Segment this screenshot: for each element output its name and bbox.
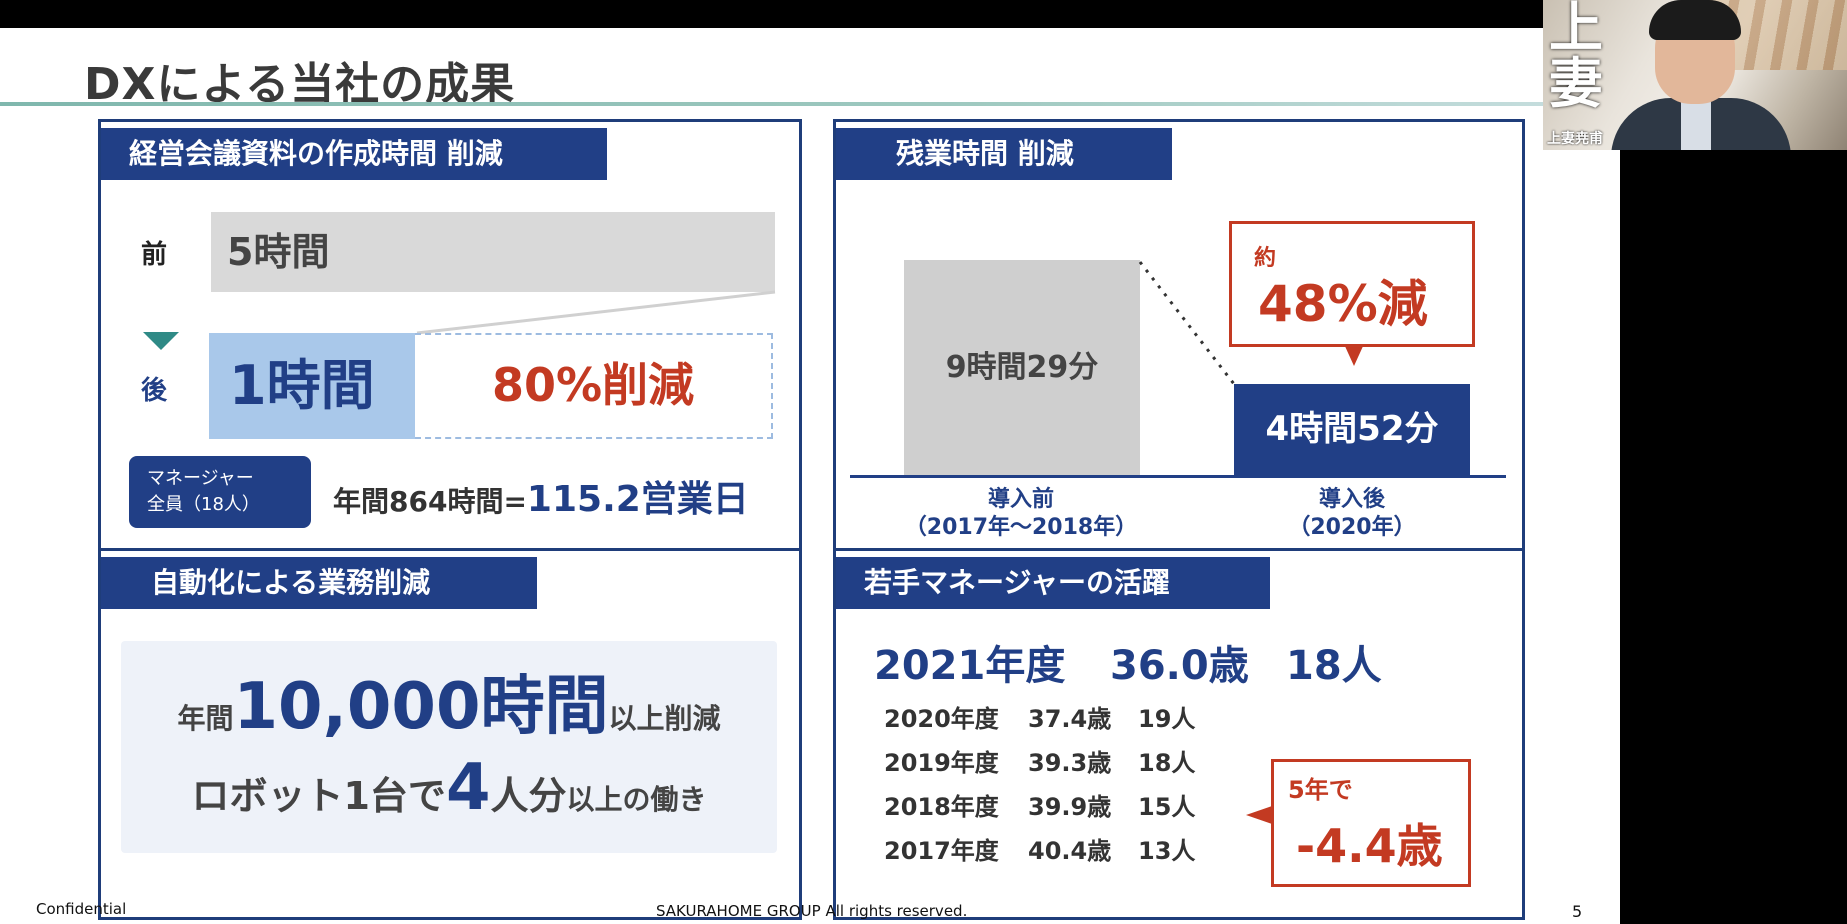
before-bar: 5時間 — [211, 212, 775, 292]
row-count: 13人 — [1138, 837, 1196, 865]
line1-hours: 10,000時間 — [233, 670, 609, 744]
year-row: 2019年度 39.3歳 18人 — [884, 743, 1195, 778]
x-label-after: 導入後 （2020年） — [1232, 486, 1472, 542]
page-number: 5 — [1572, 902, 1583, 921]
manager-badge-line2: 全員（18人） — [147, 494, 260, 515]
panel-meeting-docs: 経営会議資料の作成時間 削減 前 5時間 後 1時間 80%削減 マネージャー … — [98, 119, 802, 563]
panel-young-managers: 若手マネージャーの活躍 2021年度 36.0歳 18人 2020年度 37.4歳 19… — [833, 548, 1525, 920]
slide-title: DXによる当社の成果 — [84, 59, 516, 110]
x-label-before-line2: （2017年〜2018年） — [904, 515, 1138, 540]
age-callout-period: 5年で — [1288, 776, 1353, 804]
row-year: 2020年度 — [884, 705, 999, 733]
year-row: 2017年度 40.4歳 13人 — [884, 831, 1195, 866]
year-row: 2020年度 37.4歳 19人 — [884, 699, 1195, 734]
current-year: 2021年度 — [874, 643, 1066, 689]
current-year-row: 2021年度 36.0歳 18人 — [874, 633, 1382, 691]
arrow-down-icon — [143, 332, 179, 350]
age-callout-value: -4.4歳 — [1296, 819, 1443, 873]
automation-line2: ロボット1台で4人分以上の働き — [121, 751, 777, 825]
callout-pointer — [1344, 344, 1364, 366]
age-callout-pointer — [1246, 806, 1272, 824]
after-bar: 1時間 — [209, 333, 415, 439]
annual-savings-prefix: 年間864時間= — [333, 485, 527, 518]
row-year: 2018年度 — [884, 793, 999, 821]
participant-hair — [1649, 0, 1741, 40]
row-age: 39.3歳 — [1028, 749, 1112, 777]
row-count: 18人 — [1138, 749, 1196, 777]
callout-percent: 48%減 — [1258, 275, 1428, 333]
panel-overtime-header: 残業時間 削減 — [836, 128, 1172, 180]
chart-baseline — [850, 475, 1506, 478]
reduction-box: 80%削減 — [415, 333, 773, 439]
callout-approx: 約 — [1254, 246, 1277, 271]
panel-automation: 自動化による業務削減 年間10,000時間以上削減 ロボット1台で4人分以上の働… — [98, 548, 802, 920]
automation-line1: 年間10,000時間以上削減 — [121, 655, 777, 747]
automation-summary: 年間10,000時間以上削減 ロボット1台で4人分以上の働き — [121, 641, 777, 853]
connector-line — [416, 290, 776, 335]
x-label-before: 導入前 （2017年〜2018年） — [876, 486, 1166, 542]
row-age: 37.4歳 — [1028, 705, 1112, 733]
panel-overtime: 残業時間 削減 9時間29分 4時間52分 導入前 （2017年〜2018年） … — [833, 119, 1525, 563]
manager-badge: マネージャー 全員（18人） — [129, 456, 311, 528]
x-label-after-line2: （2020年） — [1288, 515, 1416, 540]
footer-confidential: Confidential — [36, 900, 127, 918]
overlay-char: 上妻 — [1549, 0, 1603, 115]
footer-copyright: SAKURAHOME GROUP All rights reserved. — [656, 902, 968, 920]
line1-prefix: 年間 — [177, 702, 234, 735]
panel-young-managers-header: 若手マネージャーの活躍 — [836, 557, 1270, 609]
row-age: 39.9歳 — [1028, 793, 1112, 821]
line2-unit: 人分 — [490, 774, 567, 818]
line2-number: 4 — [445, 751, 491, 825]
after-label: 後 — [141, 376, 168, 406]
row-count: 15人 — [1138, 793, 1196, 821]
row-count: 19人 — [1138, 705, 1196, 733]
row-year: 2019年度 — [884, 749, 999, 777]
line1-suffix: 以上削減 — [608, 702, 721, 735]
reduction-callout: 約 48%減 — [1229, 221, 1475, 347]
row-age: 40.4歳 — [1028, 837, 1112, 865]
line2-suffix: 以上の働き — [566, 783, 707, 816]
manager-badge-line1: マネージャー — [147, 468, 254, 489]
age-callout: 5年で -4.4歳 — [1271, 759, 1471, 887]
current-count: 18人 — [1286, 643, 1382, 689]
panel-meeting-docs-header: 経営会議資料の作成時間 削減 — [101, 128, 607, 180]
webcam-video-tile[interactable]: 上妻 上妻尭甫 — [1543, 0, 1847, 150]
participant-shirt — [1681, 100, 1711, 150]
bar-after: 4時間52分 — [1234, 384, 1470, 475]
before-label: 前 — [141, 240, 168, 270]
panel-automation-header: 自動化による業務削減 — [101, 557, 537, 609]
line2-prefix: ロボット1台で — [191, 774, 446, 818]
x-label-after-line1: 導入後 — [1318, 487, 1385, 512]
participant-name-label: 上妻尭甫 — [1547, 131, 1603, 147]
row-year: 2017年度 — [884, 837, 999, 865]
webcam-name-overlay: 上妻 — [1549, 0, 1603, 112]
annual-savings-days: 115.2営業日 — [526, 479, 749, 520]
annual-savings: 年間864時間=115.2営業日 — [333, 470, 749, 522]
presentation-slide: DXによる当社の成果 経営会議資料の作成時間 削減 前 5時間 後 1時間 80… — [0, 28, 1620, 924]
year-row: 2018年度 39.9歳 15人 — [884, 787, 1195, 822]
bar-before: 9時間29分 — [904, 260, 1140, 475]
current-age: 36.0歳 — [1110, 643, 1249, 689]
title-divider — [0, 102, 1620, 106]
x-label-before-line1: 導入前 — [987, 487, 1054, 512]
